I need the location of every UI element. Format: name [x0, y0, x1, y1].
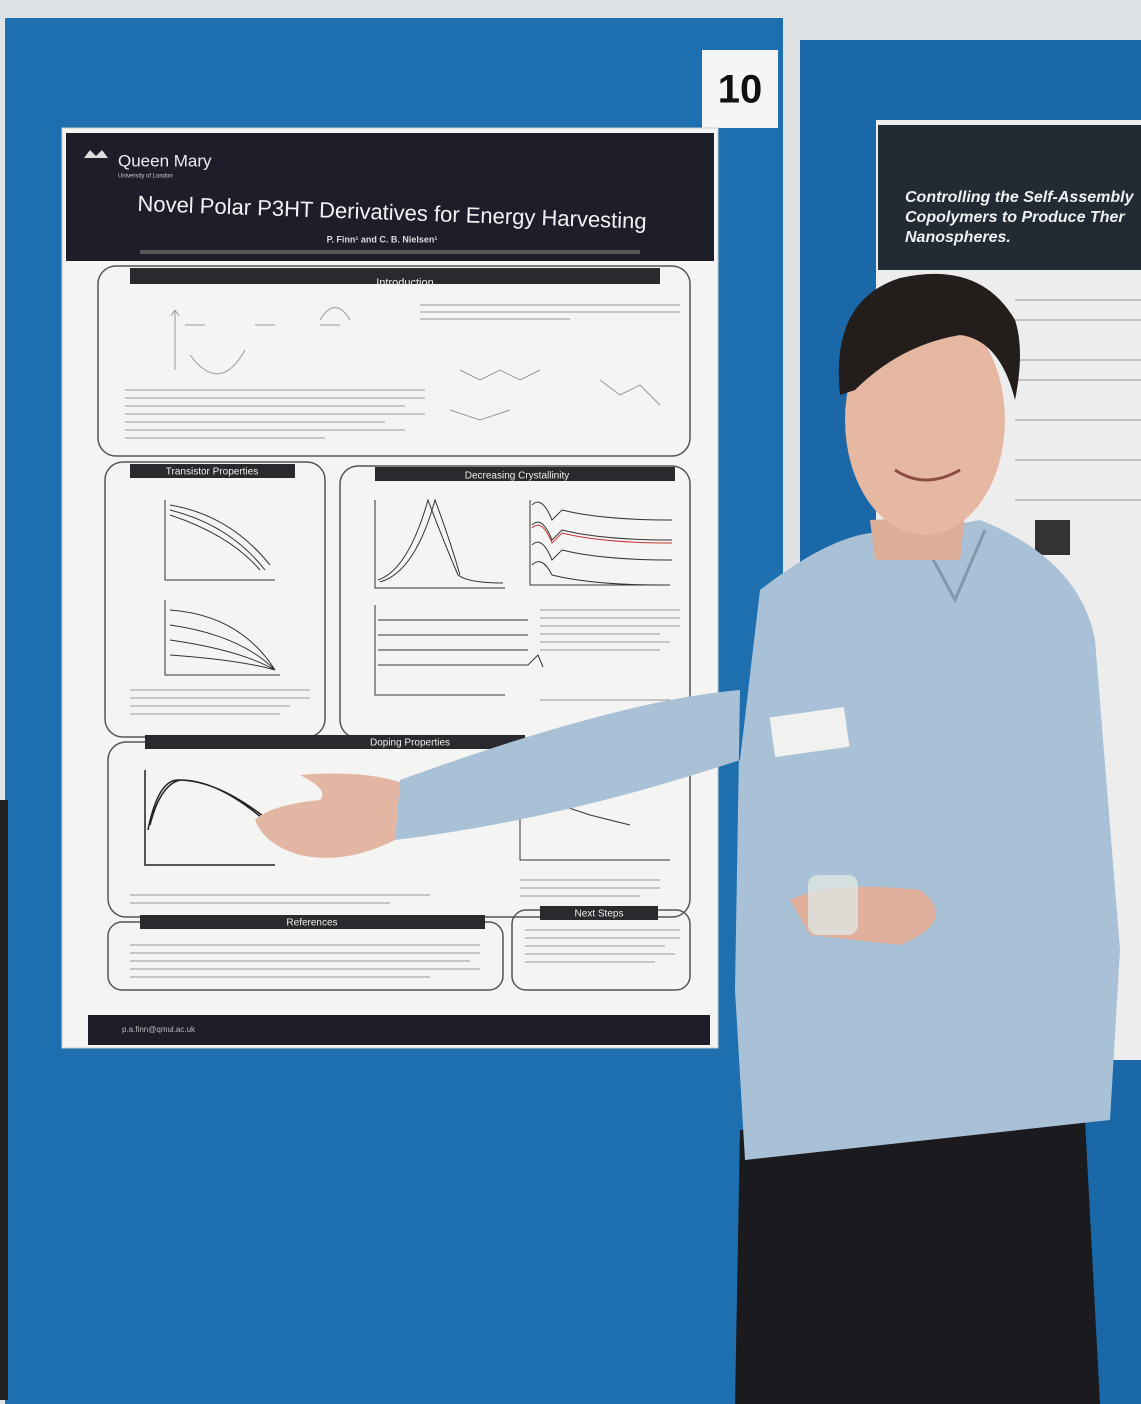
xrd-chart [529, 500, 673, 586]
section-bar [130, 464, 295, 478]
poster-authors: P. Finn¹ and C. B. Nielsen¹ [327, 234, 438, 244]
hair [838, 273, 1020, 400]
references-body [130, 944, 480, 978]
neighbor-title: Nanospheres. [905, 229, 1011, 246]
board-number: 10 [718, 68, 763, 112]
intro-body [125, 389, 425, 439]
affiliation-line [140, 250, 640, 254]
neighbor-title: Copolymers to Produce Ther [905, 209, 1125, 226]
section-bar [145, 735, 525, 749]
logo-name: Queen Mary [118, 151, 212, 170]
hand [255, 773, 400, 858]
doping-chart [144, 770, 275, 866]
poster-email: p.a.finn@qmul.ac.uk [122, 1025, 196, 1034]
poster: Queen Mary University of London Novel Po… [61, 127, 719, 1049]
glass [808, 875, 858, 935]
section-title: Transistor Properties [166, 467, 258, 478]
qr-code [1035, 520, 1070, 555]
smile [894, 468, 961, 482]
section-title: Doping Properties [370, 738, 450, 749]
energy-diagram [170, 307, 351, 375]
transistor-body [130, 689, 310, 715]
uv-vis-chart [374, 498, 505, 589]
dsc-chart [374, 605, 544, 696]
section-bar [375, 467, 675, 481]
name-badge [769, 707, 850, 758]
section-box [97, 265, 691, 457]
crystallinity-body [540, 609, 680, 701]
section-title: References [286, 918, 337, 929]
transistor-chart [164, 500, 275, 581]
person [255, 273, 1120, 1404]
transistor-chart [164, 600, 280, 676]
next-steps-body [525, 929, 680, 963]
section-title: Decreasing Crystallinity [465, 471, 569, 482]
trousers [735, 1120, 1100, 1404]
number-card [702, 50, 778, 128]
shadow [0, 800, 8, 1400]
logo-subtitle: University of London [118, 174, 173, 180]
intro-text-lines [420, 304, 680, 421]
neighbor-header [878, 125, 1141, 270]
poster-footer [88, 1015, 710, 1045]
xrd-highlight [531, 524, 673, 544]
neighbor-title: Controlling the Self-Assembly [905, 189, 1135, 206]
doping-body [130, 879, 660, 904]
section-bar [540, 906, 658, 920]
neighbor-body [1015, 299, 1141, 501]
shirt [395, 520, 1120, 1160]
section-title: Next Steps [575, 909, 624, 920]
section-bar [140, 915, 485, 929]
section-title: Introduction [376, 277, 433, 289]
section-bar [130, 268, 660, 284]
logo-crown [84, 150, 108, 158]
poster-header [66, 133, 714, 261]
